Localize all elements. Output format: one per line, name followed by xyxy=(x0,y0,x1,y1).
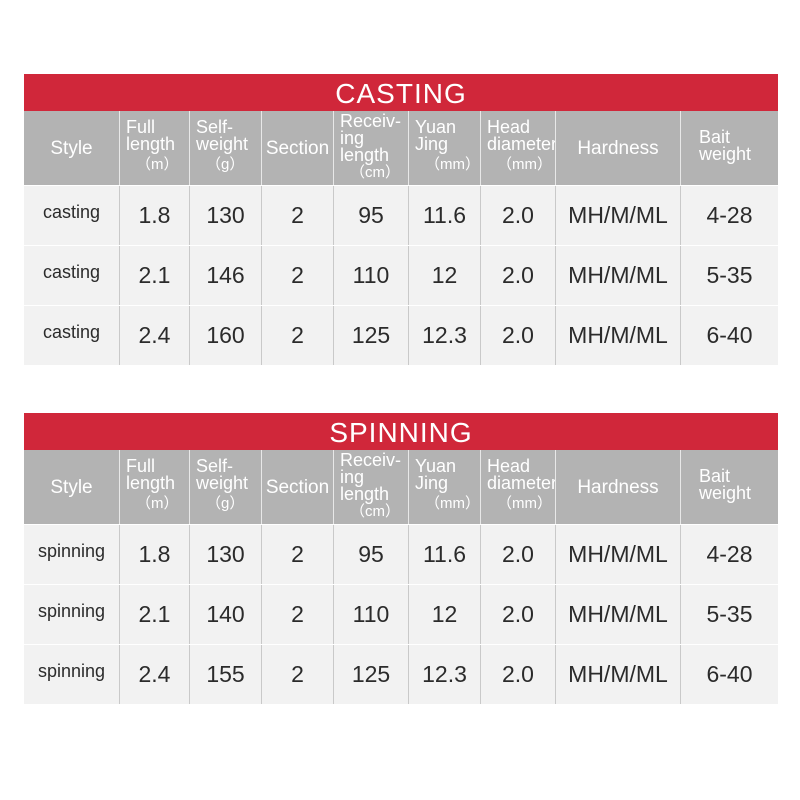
header-self-weight: Self- weight （g） xyxy=(190,111,262,185)
header-self-weight: Self- weight （g） xyxy=(190,450,262,524)
cell-hardness: MH/M/ML xyxy=(556,525,681,584)
header-yuan-jing: Yuan Jing （mm） xyxy=(409,450,481,524)
cell-yuan-jing: 11.6 xyxy=(409,525,481,584)
casting-spec-table: CASTING Style Full length （m） Self- weig… xyxy=(24,74,778,365)
table-row: casting 1.8 130 2 95 11.6 2.0 MH/M/ML 4-… xyxy=(24,185,778,245)
cell-receiving-length: 95 xyxy=(334,186,409,245)
header-section: Section xyxy=(262,450,334,524)
header-receiving-length: Receiv- ing length （cm） xyxy=(334,450,409,524)
cell-bait-weight: 6-40 xyxy=(706,322,753,348)
header-head-diameter: Head diameter （mm） xyxy=(481,111,556,185)
cell-style: casting xyxy=(24,186,120,245)
cell-yuan-jing: 12 xyxy=(409,585,481,644)
cell-receiving-length: 110 xyxy=(334,585,409,644)
cell-section: 2 xyxy=(262,246,334,305)
cell-full-length: 2.1 xyxy=(120,585,190,644)
cell-style: spinning xyxy=(24,645,120,704)
cell-full-length: 2.4 xyxy=(120,645,190,704)
header-bait-weight: Bait weight xyxy=(699,127,752,164)
cell-head-diameter: 2.0 xyxy=(481,525,556,584)
table-header-row: Style Full length （m） Self- weight （g） S… xyxy=(24,450,778,524)
cell-hardness: MH/M/ML xyxy=(556,186,681,245)
table-row: casting 2.4 160 2 125 12.3 2.0 MH/M/ML 6… xyxy=(24,305,778,365)
header-full-length: Full length （m） xyxy=(120,450,190,524)
cell-head-diameter: 2.0 xyxy=(481,246,556,305)
cell-self-weight: 130 xyxy=(190,186,262,245)
cell-hardness: MH/M/ML xyxy=(556,306,681,365)
cell-head-diameter: 2.0 xyxy=(481,645,556,704)
header-hardness: Hardness xyxy=(556,450,681,524)
cell-full-length: 2.4 xyxy=(120,306,190,365)
header-bait-weight: Bait weight xyxy=(699,466,752,503)
header-style: Style xyxy=(24,450,120,524)
cell-hardness: MH/M/ML xyxy=(556,645,681,704)
header-section: Section xyxy=(262,111,334,185)
header-yuan-jing: Yuan Jing （mm） xyxy=(409,111,481,185)
table-header-row: Style Full length （m） Self- weight （g） S… xyxy=(24,111,778,185)
cell-section: 2 xyxy=(262,306,334,365)
cell-self-weight: 140 xyxy=(190,585,262,644)
cell-yuan-jing: 12.3 xyxy=(409,306,481,365)
cell-yuan-jing: 12 xyxy=(409,246,481,305)
header-full-length: Full length （m） xyxy=(120,111,190,185)
cell-yuan-jing: 12.3 xyxy=(409,645,481,704)
cell-self-weight: 155 xyxy=(190,645,262,704)
header-receiving-length: Receiv- ing length （cm） xyxy=(334,111,409,185)
cell-receiving-length: 95 xyxy=(334,525,409,584)
table-row: spinning 2.1 140 2 110 12 2.0 MH/M/ML 5-… xyxy=(24,584,778,644)
table-row: casting 2.1 146 2 110 12 2.0 MH/M/ML 5-3… xyxy=(24,245,778,305)
cell-full-length: 2.1 xyxy=(120,246,190,305)
cell-yuan-jing: 11.6 xyxy=(409,186,481,245)
cell-style: spinning xyxy=(24,585,120,644)
cell-self-weight: 160 xyxy=(190,306,262,365)
cell-hardness: MH/M/ML xyxy=(556,246,681,305)
header-head-diameter: Head diameter （mm） xyxy=(481,450,556,524)
header-hardness: Hardness xyxy=(556,111,681,185)
cell-full-length: 1.8 xyxy=(120,186,190,245)
casting-title: CASTING xyxy=(24,74,778,111)
cell-section: 2 xyxy=(262,525,334,584)
cell-bait-weight: 5-35 xyxy=(706,262,753,288)
header-style: Style xyxy=(24,111,120,185)
cell-bait-weight: 6-40 xyxy=(706,661,753,687)
cell-head-diameter: 2.0 xyxy=(481,306,556,365)
cell-style: casting xyxy=(24,246,120,305)
cell-self-weight: 146 xyxy=(190,246,262,305)
spinning-spec-table: SPINNING Style Full length （m） Self- wei… xyxy=(24,413,778,704)
spinning-title: SPINNING xyxy=(24,413,778,450)
cell-bait-weight: 5-35 xyxy=(706,601,753,627)
table-row: spinning 1.8 130 2 95 11.6 2.0 MH/M/ML 4… xyxy=(24,524,778,584)
cell-style: spinning xyxy=(24,525,120,584)
cell-head-diameter: 2.0 xyxy=(481,585,556,644)
cell-head-diameter: 2.0 xyxy=(481,186,556,245)
cell-receiving-length: 125 xyxy=(334,645,409,704)
cell-section: 2 xyxy=(262,186,334,245)
cell-hardness: MH/M/ML xyxy=(556,585,681,644)
cell-self-weight: 130 xyxy=(190,525,262,584)
cell-full-length: 1.8 xyxy=(120,525,190,584)
cell-section: 2 xyxy=(262,645,334,704)
cell-bait-weight: 4-28 xyxy=(706,202,753,228)
cell-bait-weight: 4-28 xyxy=(706,541,753,567)
cell-section: 2 xyxy=(262,585,334,644)
table-row: spinning 2.4 155 2 125 12.3 2.0 MH/M/ML … xyxy=(24,644,778,704)
cell-style: casting xyxy=(24,306,120,365)
cell-receiving-length: 125 xyxy=(334,306,409,365)
cell-receiving-length: 110 xyxy=(334,246,409,305)
